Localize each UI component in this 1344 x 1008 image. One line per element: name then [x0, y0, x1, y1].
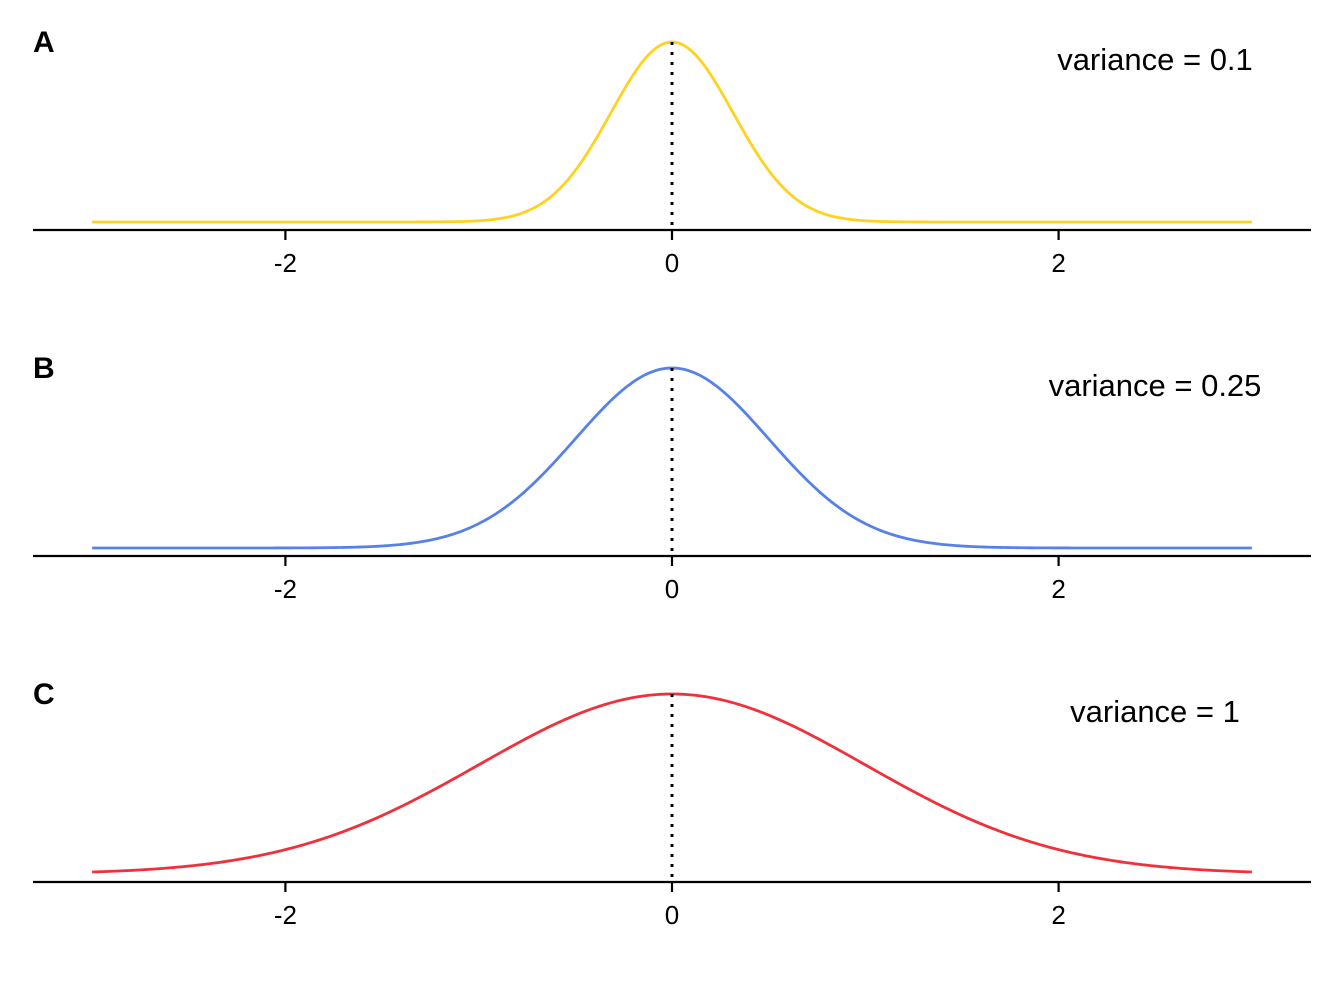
panel-label: C: [33, 678, 55, 711]
x-tick-label: -2: [274, 248, 297, 278]
variance-annotation: variance = 0.1: [1057, 42, 1253, 77]
x-tick-label: 2: [1051, 248, 1065, 278]
x-tick-label: 0: [665, 900, 679, 930]
panel-label: A: [33, 26, 55, 59]
x-tick-label: 2: [1051, 900, 1065, 930]
x-tick-label: -2: [274, 900, 297, 930]
x-tick-label: -2: [274, 574, 297, 604]
x-tick-label: 0: [665, 248, 679, 278]
variance-annotation: variance = 1: [1070, 694, 1240, 729]
variance-annotation: variance = 0.25: [1049, 368, 1262, 403]
x-tick-label: 2: [1051, 574, 1065, 604]
x-tick-label: 0: [665, 574, 679, 604]
panel-label: B: [33, 352, 55, 385]
